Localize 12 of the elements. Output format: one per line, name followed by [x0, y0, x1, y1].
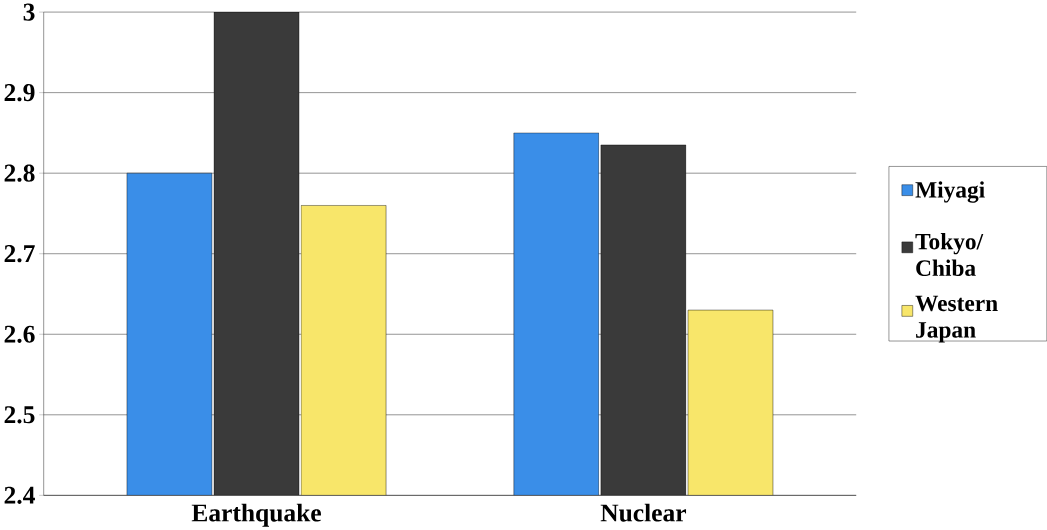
y-tick-label: 2.8	[4, 164, 35, 182]
legend-label: Miyagi	[915, 181, 985, 203]
x-tick-label: Earthquake	[191, 503, 321, 527]
y-tick-label: 2.5	[4, 406, 35, 424]
y-tick-label: 2.7	[4, 244, 35, 263]
legend-label: Tokyo/ Chiba	[915, 232, 984, 276]
y-tick-label: 2.4	[4, 486, 35, 504]
y-tick-label: 2.6	[4, 325, 35, 343]
legend-label: Western Japan	[915, 295, 998, 343]
y-tick-label: 3	[23, 3, 35, 21]
y-tick-label: 2.9	[4, 83, 35, 102]
x-tick-label: Nuclear	[600, 503, 687, 522]
